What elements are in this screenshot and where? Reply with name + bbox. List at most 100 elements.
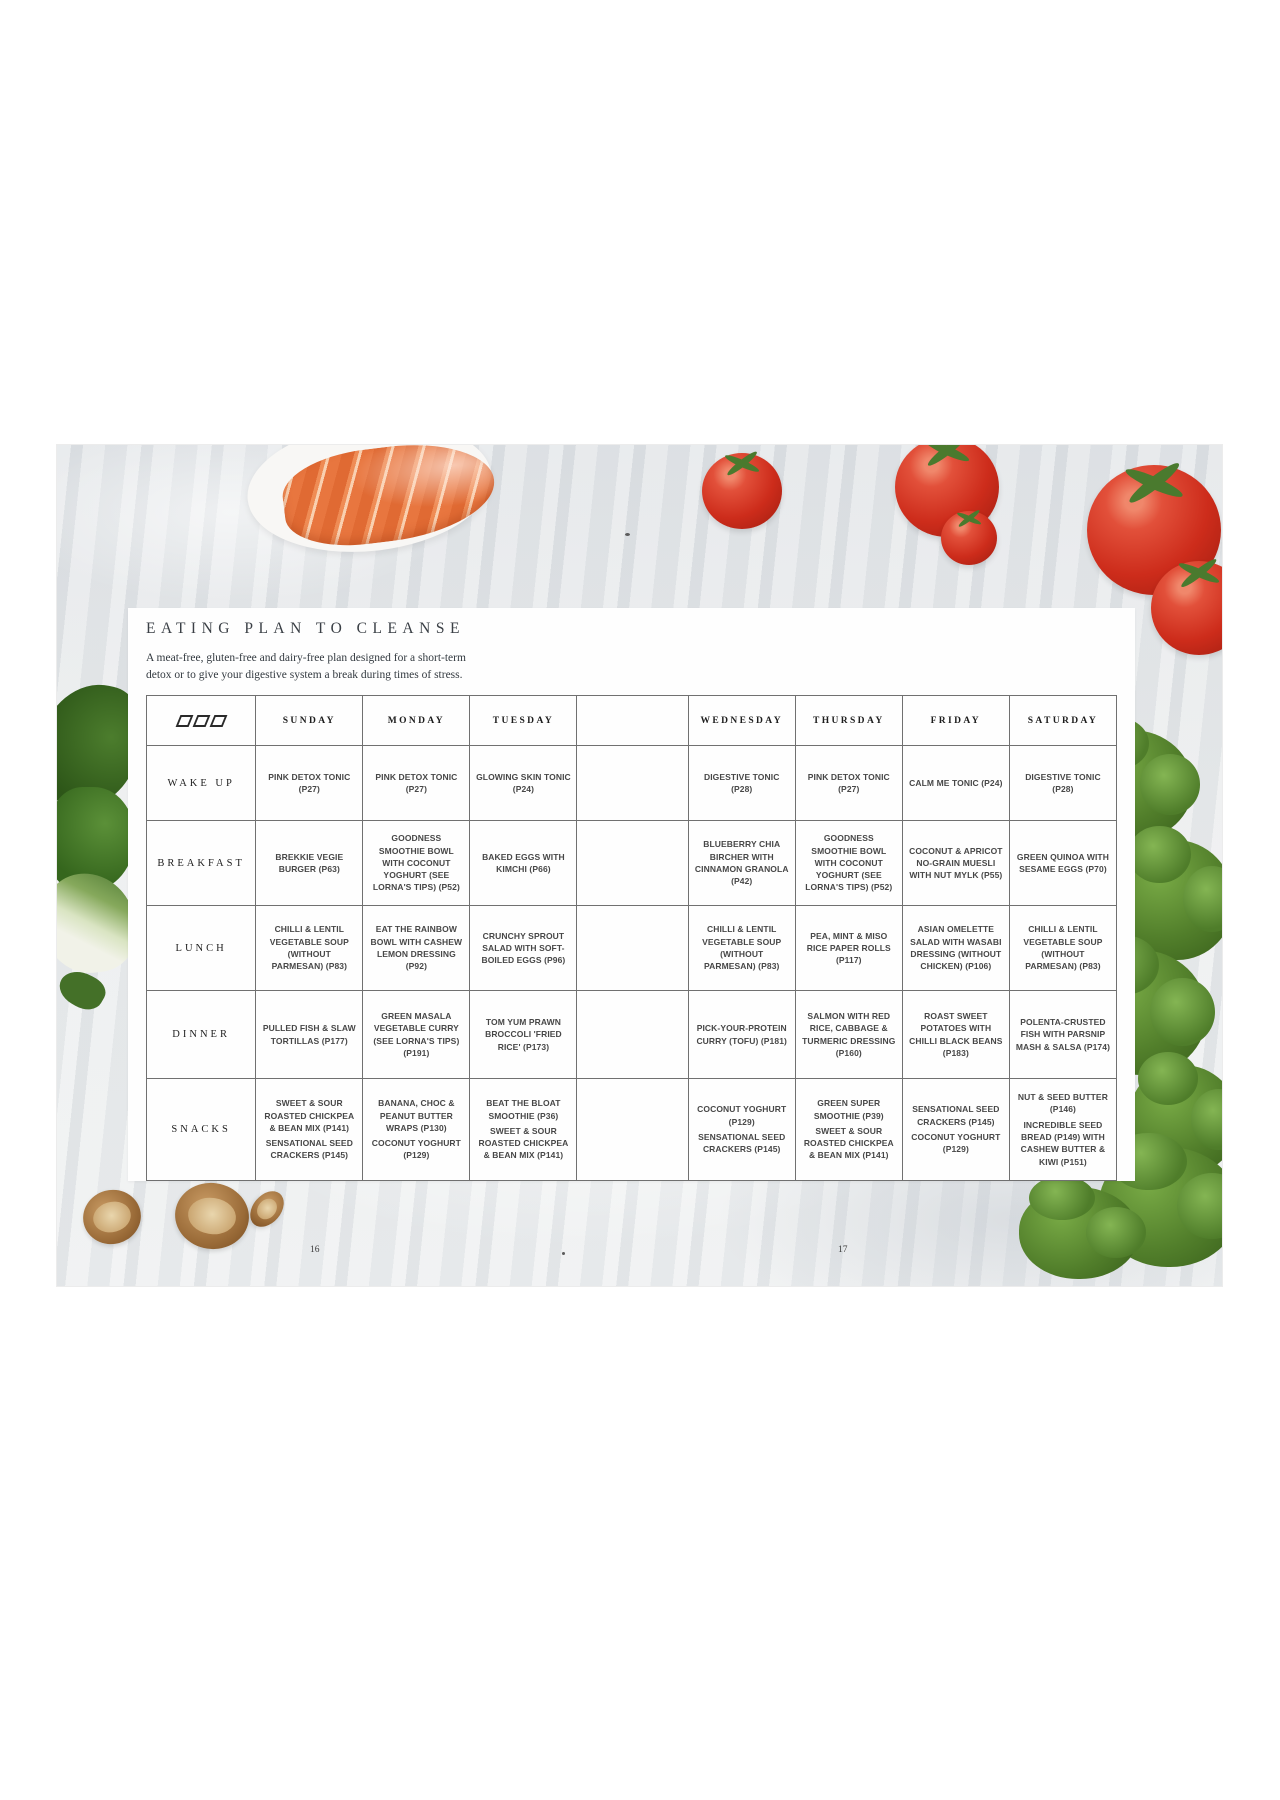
meal-item: PINK DETOX TONIC (P27): [375, 771, 458, 794]
spine-gap-cell: [576, 820, 689, 906]
meal-cell: EAT THE RAINBOW BOWL WITH CASHEW LEMON D…: [362, 905, 471, 991]
meal-cell: SWEET & SOUR ROASTED CHICKPEA & BEAN MIX…: [255, 1078, 364, 1181]
header-row: SUNDAY MONDAY TUESDAY WEDNESDAY THURSDAY FRID…: [145, 695, 1118, 746]
mushroom-photo: [77, 1183, 147, 1251]
meal-item: BAKED EGGS WITH KIMCHI (P66): [482, 851, 565, 874]
meal-item: PULLED FISH & SLAW TORTILLAS (P177): [262, 1023, 356, 1046]
meal-row: LUNCH CHILLI & LENTIL VEGETABLE SOUP (WIT…: [145, 905, 1118, 991]
meal-item: CALM ME TONIC (P24): [909, 777, 1003, 788]
meal-cell: PINK DETOX TONIC (P27): [794, 745, 903, 821]
tomato-photo: [1151, 561, 1222, 655]
meal-item: POLENTA-CRUSTED FISH WITH PARSNIP MASH &…: [1015, 1017, 1111, 1052]
meal-cell: GOODNESS SMOOTHIE BOWL WITH COCONUT YOGH…: [794, 820, 903, 906]
meal-item: ASIAN OMELETTE SALAD WITH WASABI DRESSIN…: [910, 924, 1002, 972]
meal-cell: GREEN MASALA VEGETABLE CURRY (SEE LORNA'…: [362, 990, 471, 1079]
meal-item: SWEET & SOUR ROASTED CHICKPEA & BEAN MIX…: [803, 1125, 894, 1161]
meal-item: GREEN MASALA VEGETABLE CURRY (SEE LORNA'…: [373, 1010, 460, 1058]
meal-item: BEAT THE BLOAT SMOOTHIE (P36): [486, 1098, 561, 1121]
eating-plan-table: SUNDAY MONDAY TUESDAY WEDNESDAY THURSDAY FRID…: [145, 695, 1118, 1181]
meal-item: GOODNESS SMOOTHIE BOWL WITH COCONUT YOGH…: [805, 833, 893, 893]
meal-item: SWEET & SOUR ROASTED CHICKPEA & BEAN MIX…: [478, 1125, 569, 1161]
spine-gap-cell: [576, 905, 689, 991]
day-header: MONDAY: [362, 695, 471, 746]
meal-cell: GREEN SUPER SMOOTHIE (P39) SWEET & SOUR R…: [794, 1078, 903, 1181]
meal-cell: PINK DETOX TONIC (P27): [362, 745, 471, 821]
meal-cell: BREKKIE VEGIE BURGER (P63): [255, 820, 364, 906]
spine-gap-cell: [576, 695, 689, 746]
broccoli-photo: [1019, 1175, 1147, 1279]
meal-cell: GOODNESS SMOOTHIE BOWL WITH COCONUT YOGH…: [362, 820, 471, 906]
meal-cell: BAKED EGGS WITH KIMCHI (P66): [469, 820, 578, 906]
meal-item: PICK-YOUR-PROTEIN CURRY (TOFU) (P181): [696, 1023, 787, 1046]
meal-cell: TOM YUM PRAWN BROCCOLI 'FRIED RICE' (P17…: [469, 990, 578, 1079]
day-header: SUNDAY: [255, 695, 364, 746]
leaf-photo: [57, 963, 111, 1017]
meal-item: COCONUT YOGHURT (P129): [371, 1138, 461, 1161]
meal-row: SNACKS SWEET & SOUR ROASTED CHICKPEA & BE…: [145, 1078, 1118, 1181]
meal-cell: COCONUT YOGHURT (P129) SENSATIONAL SEED C…: [687, 1078, 796, 1181]
meal-row-label: LUNCH: [145, 905, 257, 991]
tomato-photo: [702, 453, 782, 529]
meal-item: GOODNESS SMOOTHIE BOWL WITH COCONUT YOGH…: [372, 833, 460, 893]
meal-item: GREEN SUPER SMOOTHIE (P39): [813, 1098, 884, 1121]
brand-logo-bar: [209, 714, 228, 727]
meal-item: EAT THE RAINBOW BOWL WITH CASHEW LEMON D…: [370, 924, 463, 972]
meal-item: GREEN QUINOA WITH SESAME EGGS (P70): [1016, 851, 1109, 874]
tomato-photo: [941, 511, 997, 565]
meal-item: TOM YUM PRAWN BROCCOLI 'FRIED RICE' (P17…: [485, 1017, 562, 1052]
page-number-left: 16: [310, 1245, 320, 1255]
table-body: WAKE UP PINK DETOX TONIC (P27) PINK DETOX …: [145, 745, 1118, 1181]
meal-item: DIGESTIVE TONIC (P28): [703, 771, 780, 794]
meal-item: BREKKIE VEGIE BURGER (P63): [275, 851, 344, 874]
meal-cell: DIGESTIVE TONIC (P28): [687, 745, 796, 821]
meal-row-label: WAKE UP: [145, 745, 257, 821]
spine-gap-cell: [576, 745, 689, 821]
book-spread: 16 17 EATING PLAN TO CLEANSE A meat-free…: [57, 445, 1222, 1286]
meal-item: BLUEBERRY CHIA BIRCHER WITH CINNAMON GRA…: [694, 839, 789, 887]
meal-cell: ROAST SWEET POTATOES WITH CHILLI BLACK B…: [901, 990, 1010, 1079]
meal-cell: CALM ME TONIC (P24): [901, 745, 1010, 821]
meal-cell: DIGESTIVE TONIC (P28): [1008, 745, 1118, 821]
meal-item: ROAST SWEET POTATOES WITH CHILLI BLACK B…: [909, 1010, 1003, 1058]
content-panel: EATING PLAN TO CLEANSE A meat-free, glut…: [128, 608, 1135, 1181]
meal-row: WAKE UP PINK DETOX TONIC (P27) PINK DETOX …: [145, 745, 1118, 821]
mushroom-photo: [170, 1178, 254, 1254]
photo-speck: [625, 533, 630, 536]
meal-item: COCONUT YOGHURT (P129): [911, 1132, 1001, 1155]
meal-cell: PEA, MINT & MISO RICE PAPER ROLLS (P117): [794, 905, 903, 991]
day-header: THURSDAY: [794, 695, 903, 746]
meal-item: PINK DETOX TONIC (P27): [807, 771, 890, 794]
meal-item: CHILLI & LENTIL VEGETABLE SOUP (WITHOUT …: [269, 924, 349, 972]
page-number-right: 17: [838, 1245, 848, 1255]
meal-cell: ASIAN OMELETTE SALAD WITH WASABI DRESSIN…: [901, 905, 1010, 991]
brand-logo-icon: [152, 714, 250, 727]
meal-item: INCREDIBLE SEED BREAD (P149) WITH CASHEW…: [1020, 1119, 1106, 1167]
meal-cell: NUT & SEED BUTTER (P146) INCREDIBLE SEED …: [1008, 1078, 1118, 1181]
meal-item: SENSATIONAL SEED CRACKERS (P145): [912, 1104, 1000, 1127]
meal-cell: BLUEBERRY CHIA BIRCHER WITH CINNAMON GRA…: [687, 820, 796, 906]
mushroom-photo: [243, 1184, 291, 1234]
meal-row-label: SNACKS: [145, 1078, 257, 1181]
spine-gap-cell: [576, 1078, 689, 1181]
meal-row: DINNER PULLED FISH & SLAW TORTILLAS (P177…: [145, 990, 1118, 1079]
meal-cell: PICK-YOUR-PROTEIN CURRY (TOFU) (P181): [687, 990, 796, 1079]
meal-cell: CHILLI & LENTIL VEGETABLE SOUP (WITHOUT …: [687, 905, 796, 991]
meal-cell: CHILLI & LENTIL VEGETABLE SOUP (WITHOUT …: [255, 905, 364, 991]
table-head: SUNDAY MONDAY TUESDAY WEDNESDAY THURSDAY FRID…: [145, 695, 1118, 746]
day-header: FRIDAY: [901, 695, 1010, 746]
meal-cell: COCONUT & APRICOT NO-GRAIN MUESLI WITH N…: [901, 820, 1010, 906]
meal-cell: GLOWING SKIN TONIC (P24): [469, 745, 578, 821]
leafy-greens-photo: [57, 787, 135, 891]
meal-item: SALMON WITH RED RICE, CABBAGE & TURMERIC…: [802, 1010, 896, 1058]
meal-item: BANANA, CHOC & PEANUT BUTTER WRAPS (P130…: [378, 1098, 455, 1133]
meal-item: GLOWING SKIN TONIC (P24): [476, 771, 571, 794]
meal-row: BREAKFAST BREKKIE VEGIE BURGER (P63) GOODN…: [145, 820, 1118, 906]
meal-cell: GREEN QUINOA WITH SESAME EGGS (P70): [1008, 820, 1118, 906]
meal-item: DIGESTIVE TONIC (P28): [1025, 771, 1101, 794]
brand-logo-bar: [192, 714, 211, 727]
meal-row-label: DINNER: [145, 990, 257, 1079]
photo-speck: [562, 1252, 565, 1255]
meal-item: SWEET & SOUR ROASTED CHICKPEA & BEAN MIX…: [264, 1098, 355, 1133]
meal-cell: POLENTA-CRUSTED FISH WITH PARSNIP MASH &…: [1008, 990, 1118, 1079]
